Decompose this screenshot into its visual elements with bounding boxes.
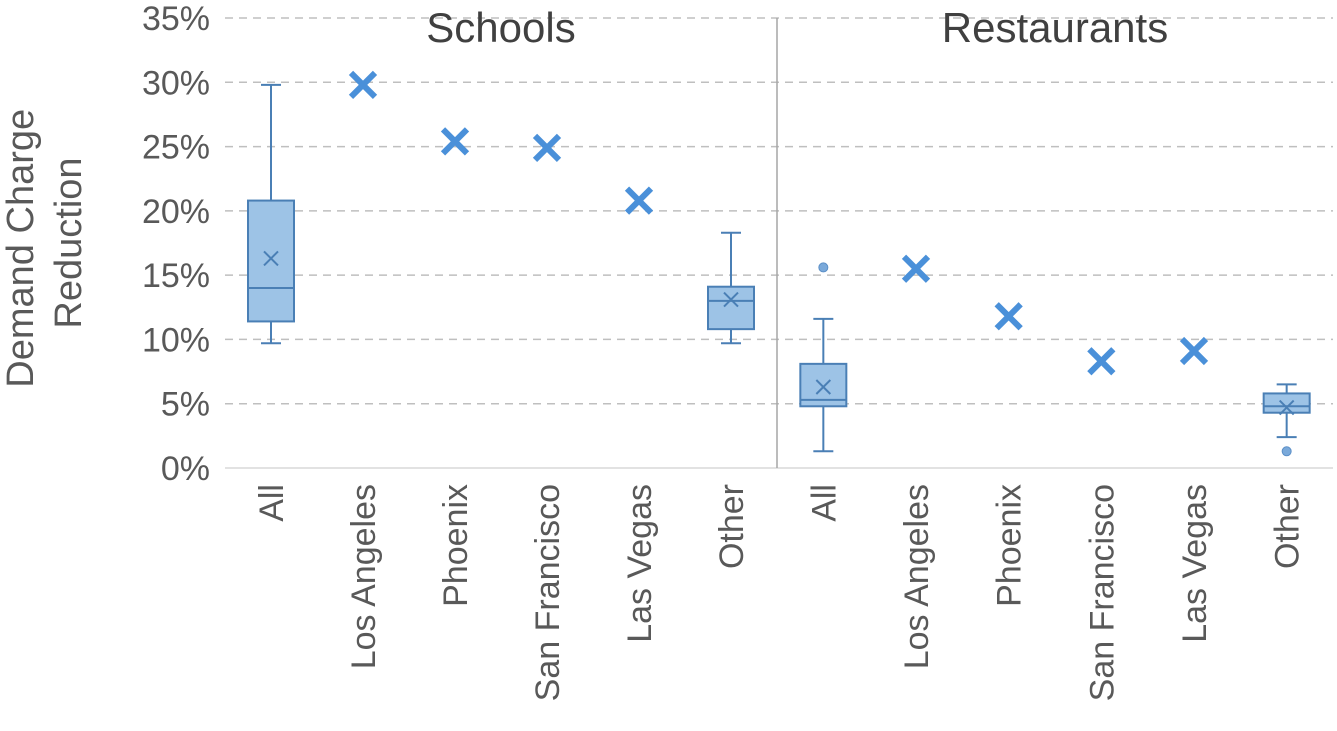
box-other: [707, 231, 755, 345]
x-tick-label: All: [253, 484, 291, 522]
point-las-vegas: [624, 186, 654, 215]
box-all: [799, 262, 848, 453]
x-marker-stroke: [348, 70, 378, 99]
y-axis-ticks: 0% 5% 10% 15% 20% 25% 30% 35%: [142, 0, 210, 488]
x-tick-label: Las Vegas: [1176, 484, 1214, 643]
x-tick-label: Other: [713, 484, 751, 569]
x-marker-stroke: [532, 133, 562, 162]
x-marker-stroke: [440, 127, 470, 156]
point-phoenix: [440, 127, 470, 156]
point-phoenix: [994, 302, 1023, 331]
point-las-vegas: [1179, 336, 1209, 366]
x-tick-label: San Francisco: [1083, 484, 1121, 701]
x-tick-label: San Francisco: [529, 484, 567, 701]
box-all: [247, 83, 295, 345]
mean-marker: [723, 291, 739, 308]
y-tick-label: 15%: [142, 257, 210, 295]
box-other: [1262, 383, 1311, 457]
x-tick-label: Phoenix: [991, 484, 1029, 607]
y-tick-label: 30%: [142, 64, 210, 102]
x-tick-label: Los Angeles: [345, 484, 383, 669]
y-tick-label: 10%: [142, 321, 210, 359]
x-marker-stroke: [901, 254, 931, 283]
point-san-francisco: [1087, 347, 1116, 376]
mean-marker: [1278, 399, 1295, 416]
point-san-francisco: [532, 133, 562, 162]
x-marker-stroke: [1087, 347, 1116, 376]
x-tick-label: Phoenix: [437, 484, 475, 607]
x-marker-stroke: [624, 186, 654, 215]
panel-restaurants: Restaurants All Los Angeles Phoenix San Fran…: [799, 4, 1311, 701]
y-tick-label: 5%: [161, 386, 210, 424]
x-tick-label: Other: [1269, 484, 1307, 569]
y-axis-title: Demand Charge Reduction: [0, 98, 90, 387]
x-marker-stroke: [994, 302, 1023, 331]
point-los-angeles: [348, 70, 378, 99]
iqr-box: [1262, 392, 1311, 414]
panel-title: Restaurants: [942, 4, 1168, 51]
iqr-box: [247, 199, 295, 323]
y-tick-label: 25%: [142, 129, 210, 167]
iqr-box: [707, 285, 755, 331]
gridlines: [225, 17, 1333, 469]
y-axis-title-line-2: Reduction: [48, 157, 90, 328]
outlier-point: [818, 262, 829, 273]
panel-title: Schools: [426, 4, 575, 51]
y-axis-title-line-1: Demand Charge: [0, 109, 42, 388]
x-tick-label: Los Angeles: [898, 484, 936, 669]
y-tick-label: 0%: [161, 450, 210, 488]
y-tick-label: 20%: [142, 193, 210, 231]
chart-panels: Schools All Los Angeles Phoenix San Francisc…: [247, 4, 1311, 701]
x-tick-label: All: [805, 484, 843, 522]
point-los-angeles: [901, 254, 931, 283]
mean-marker: [263, 250, 279, 267]
x-tick-label: Las Vegas: [621, 484, 659, 643]
mean-marker: [815, 379, 832, 395]
y-tick-label: 35%: [142, 0, 210, 38]
x-marker-stroke: [1179, 336, 1209, 366]
outlier-point: [1281, 446, 1292, 457]
panel-schools: Schools All Los Angeles Phoenix San Francisc…: [247, 4, 755, 701]
